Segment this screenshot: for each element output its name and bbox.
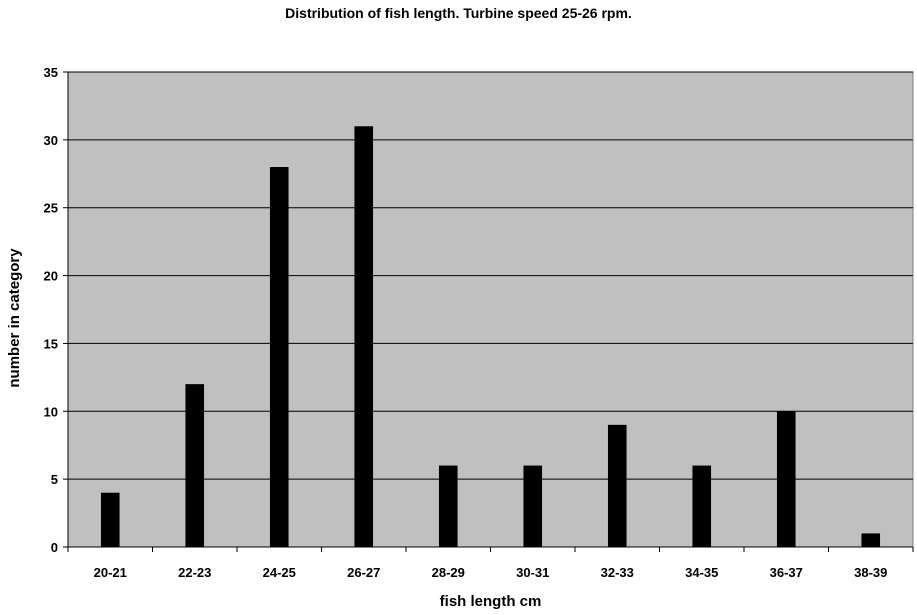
bar-26-27 (354, 126, 374, 548)
x-tick-label: 26-27 (347, 565, 380, 580)
y-tick-label: 15 (44, 336, 58, 351)
bar-30-31 (523, 465, 543, 547)
y-tick-label: 20 (44, 269, 58, 284)
x-tick-label: 20-21 (94, 565, 127, 580)
x-tick-label: 28-29 (432, 565, 465, 580)
x-tick-label: 38-39 (854, 565, 887, 580)
x-tick-label: 32-33 (601, 565, 634, 580)
gridlines (68, 71, 913, 480)
bar-22-23 (185, 384, 205, 547)
axes (63, 71, 914, 552)
chart-title: Distribution of fish length. Turbine spe… (285, 5, 632, 21)
bar-36-37 (776, 411, 796, 547)
bar-38-39 (861, 533, 881, 547)
y-tick-label: 25 (44, 201, 58, 216)
y-tick-label: 5 (51, 472, 58, 487)
x-tick-label: 36-37 (770, 565, 803, 580)
x-tick-label: 22-23 (178, 565, 211, 580)
y-tick-label: 10 (44, 404, 58, 419)
bars (100, 126, 881, 548)
y-axis-title: number in category (6, 248, 23, 388)
bar-28-29 (438, 465, 458, 547)
y-tick-label: 35 (44, 65, 58, 80)
y-tick-labels: 0 5 10 15 20 25 30 35 (44, 65, 58, 555)
bar-24-25 (269, 167, 289, 547)
x-tick-labels: 20-21 22-23 24-25 26-27 28-29 30-31 32-33 34-35… (94, 565, 888, 580)
bar-34-35 (692, 465, 712, 547)
x-tick-label: 34-35 (685, 565, 718, 580)
x-tick-label: 24-25 (263, 565, 296, 580)
y-tick-label: 30 (44, 133, 58, 148)
y-tick-label: 0 (51, 540, 58, 555)
bar-32-33 (607, 424, 627, 547)
x-axis-title: fish length cm (439, 593, 542, 610)
plot-area (67, 71, 914, 548)
x-tick-label: 30-31 (516, 565, 549, 580)
bar-20-21 (100, 492, 120, 547)
